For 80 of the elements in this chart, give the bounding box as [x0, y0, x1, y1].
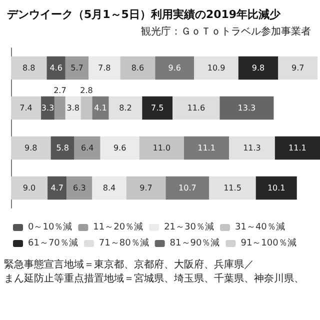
- data-label: 11.3: [243, 144, 261, 152]
- data-label: 8.4: [102, 184, 116, 192]
- data-label: 7.4: [20, 104, 32, 112]
- bar: [54, 96, 66, 120]
- bar: [108, 96, 142, 120]
- data-label: 9.6: [168, 64, 182, 72]
- chart-title: デンウイーク（5月1～5日）利用実績の2019年比減少: [7, 8, 282, 21]
- data-label: 2.7: [54, 86, 66, 95]
- data-label: 4.1: [94, 104, 107, 112]
- bar: [80, 96, 92, 120]
- data-label: 5.8: [56, 144, 69, 152]
- data-label: 7.8: [98, 64, 111, 72]
- bar: [66, 176, 92, 200]
- bar: [11, 96, 42, 120]
- chart-subtitle: 観光庁：ＧｏＴｏトラベル参加事業者: [141, 26, 311, 38]
- bar: [184, 136, 230, 160]
- bar: [229, 136, 275, 160]
- bar: [65, 56, 89, 80]
- bar: [139, 136, 184, 160]
- data-label: 13.3: [238, 104, 256, 112]
- data-label: 9.7: [292, 64, 304, 72]
- legend-label: 11～20％減: [93, 222, 144, 232]
- bar: [11, 136, 51, 160]
- data-label: 9.8: [24, 144, 38, 152]
- bar: [172, 96, 220, 120]
- bar: [88, 56, 120, 80]
- data-label: 10.1: [267, 184, 286, 192]
- data-label: 8.6: [131, 64, 144, 72]
- bar: [92, 176, 126, 200]
- bar: [238, 56, 278, 80]
- data-label: 8.2: [119, 104, 132, 112]
- data-label: 11.1: [198, 144, 216, 152]
- data-label: 9.8: [252, 64, 265, 72]
- data-label: 8.8: [22, 64, 36, 72]
- bar: [11, 176, 48, 200]
- bar: [126, 176, 166, 200]
- bar: [155, 56, 194, 80]
- bar: [274, 136, 320, 160]
- text: 緊急事態宣言地域＝東京都、京都府、大阪府、兵庫県／: [4, 258, 254, 270]
- data-label: 9.7: [140, 184, 152, 192]
- bar: [50, 136, 74, 160]
- bar: [74, 136, 100, 160]
- bar: [278, 56, 318, 80]
- legend-label: 21～30％減: [164, 222, 214, 232]
- bar: [92, 96, 109, 120]
- data-label: 6.4: [80, 144, 94, 152]
- data-label: 11.5: [224, 184, 242, 192]
- bar: [48, 176, 67, 200]
- legend-label: 31～40％減: [234, 222, 285, 232]
- bar: [11, 56, 47, 80]
- data-label: 4.6: [50, 64, 62, 72]
- data-label: 2.8: [80, 86, 93, 95]
- bar: [194, 56, 238, 80]
- data-label: 7.5: [151, 104, 164, 112]
- data-label: 3.3: [41, 104, 54, 112]
- legend-label: 0～10％減: [28, 222, 72, 232]
- data-label: 11.6: [187, 104, 206, 112]
- legend-label: 91～100％減: [240, 238, 296, 248]
- legend-label: 71～80％減: [98, 238, 149, 248]
- bar: [209, 176, 256, 200]
- data-label: 3.8: [66, 104, 80, 112]
- text: まん延防止等重点措置地域＝宮城県、埼玉県、千葉県、神奈川県、: [4, 272, 304, 284]
- bar: [142, 96, 173, 120]
- bar: [46, 56, 66, 80]
- data-label: 9.6: [113, 144, 126, 152]
- bar: [256, 176, 297, 200]
- data-label: 10.9: [207, 64, 226, 72]
- data-label: 11.1: [288, 144, 306, 152]
- data-label: 5.7: [70, 64, 84, 72]
- data-label: 6.3: [73, 184, 86, 192]
- bar: [120, 56, 156, 80]
- bar: [166, 176, 210, 200]
- data-label: 4.7: [50, 184, 64, 192]
- data-label: 10.7: [178, 184, 196, 192]
- legend-label: 61～70％減: [28, 238, 78, 248]
- legend-label: 81～90％減: [170, 238, 220, 248]
- data-label: 11.0: [152, 144, 171, 152]
- bar: [100, 136, 140, 160]
- data-label: 9.0: [22, 184, 36, 192]
- bar: [220, 96, 274, 120]
